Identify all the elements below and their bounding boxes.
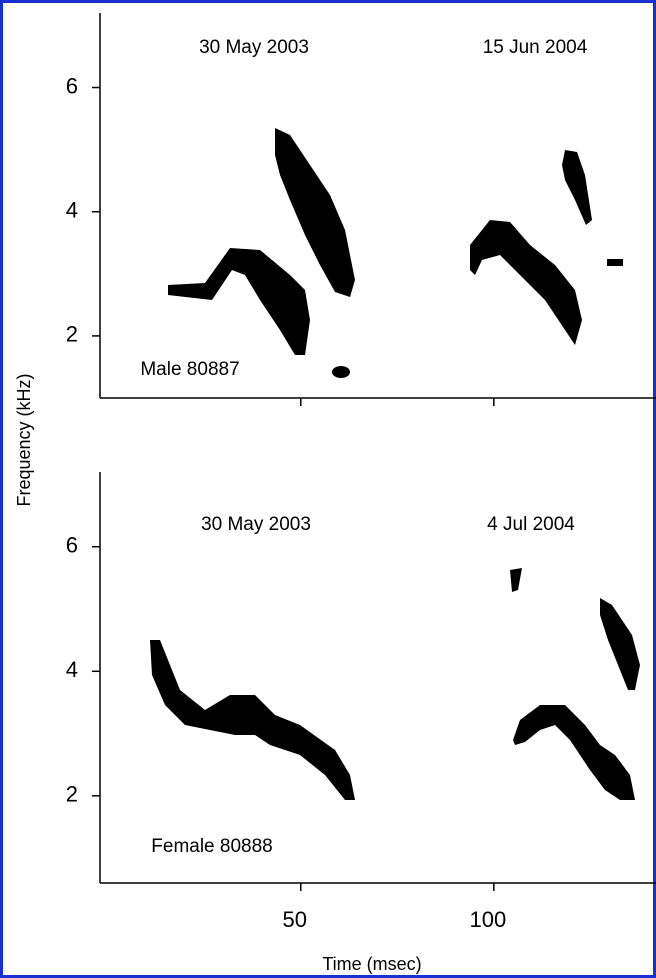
- x-axis-label: Time (msec): [322, 954, 421, 974]
- spectrogram-trace: [275, 128, 355, 297]
- annotation: 15 Jun 2004: [483, 37, 588, 58]
- spectrogram-trace: [600, 598, 640, 690]
- y-tick-label: 4: [66, 198, 78, 223]
- spectrogram-trace: [168, 248, 310, 355]
- annotation: 30 May 2003: [201, 514, 311, 535]
- y-tick-label: 4: [66, 657, 78, 682]
- annotation: 4 Jul 2004: [487, 514, 575, 535]
- y-tick-label: 2: [66, 322, 78, 347]
- spectrogram-trace: [470, 220, 582, 345]
- spectrogram-trace: [332, 366, 350, 378]
- x-tick-label: 100: [469, 907, 506, 932]
- y-tick-label: 6: [66, 73, 78, 98]
- spectrogram-trace: [562, 150, 592, 225]
- x-tick-label: 50: [283, 907, 307, 932]
- y-tick-label: 2: [66, 782, 78, 807]
- traces-top: [168, 128, 623, 378]
- spectrogram-trace: [513, 705, 635, 800]
- annotation: 30 May 2003: [199, 37, 309, 58]
- spectrogram-trace: [150, 640, 355, 800]
- spectrogram-trace: [607, 259, 623, 266]
- traces-bottom: [150, 568, 640, 800]
- y-tick-label: 6: [66, 533, 78, 558]
- annotation: Female 80888: [151, 836, 272, 857]
- y-axis-label: Frequency (kHz): [14, 373, 34, 506]
- spectrogram-trace: [510, 568, 522, 592]
- annotation: Male 80887: [140, 359, 239, 380]
